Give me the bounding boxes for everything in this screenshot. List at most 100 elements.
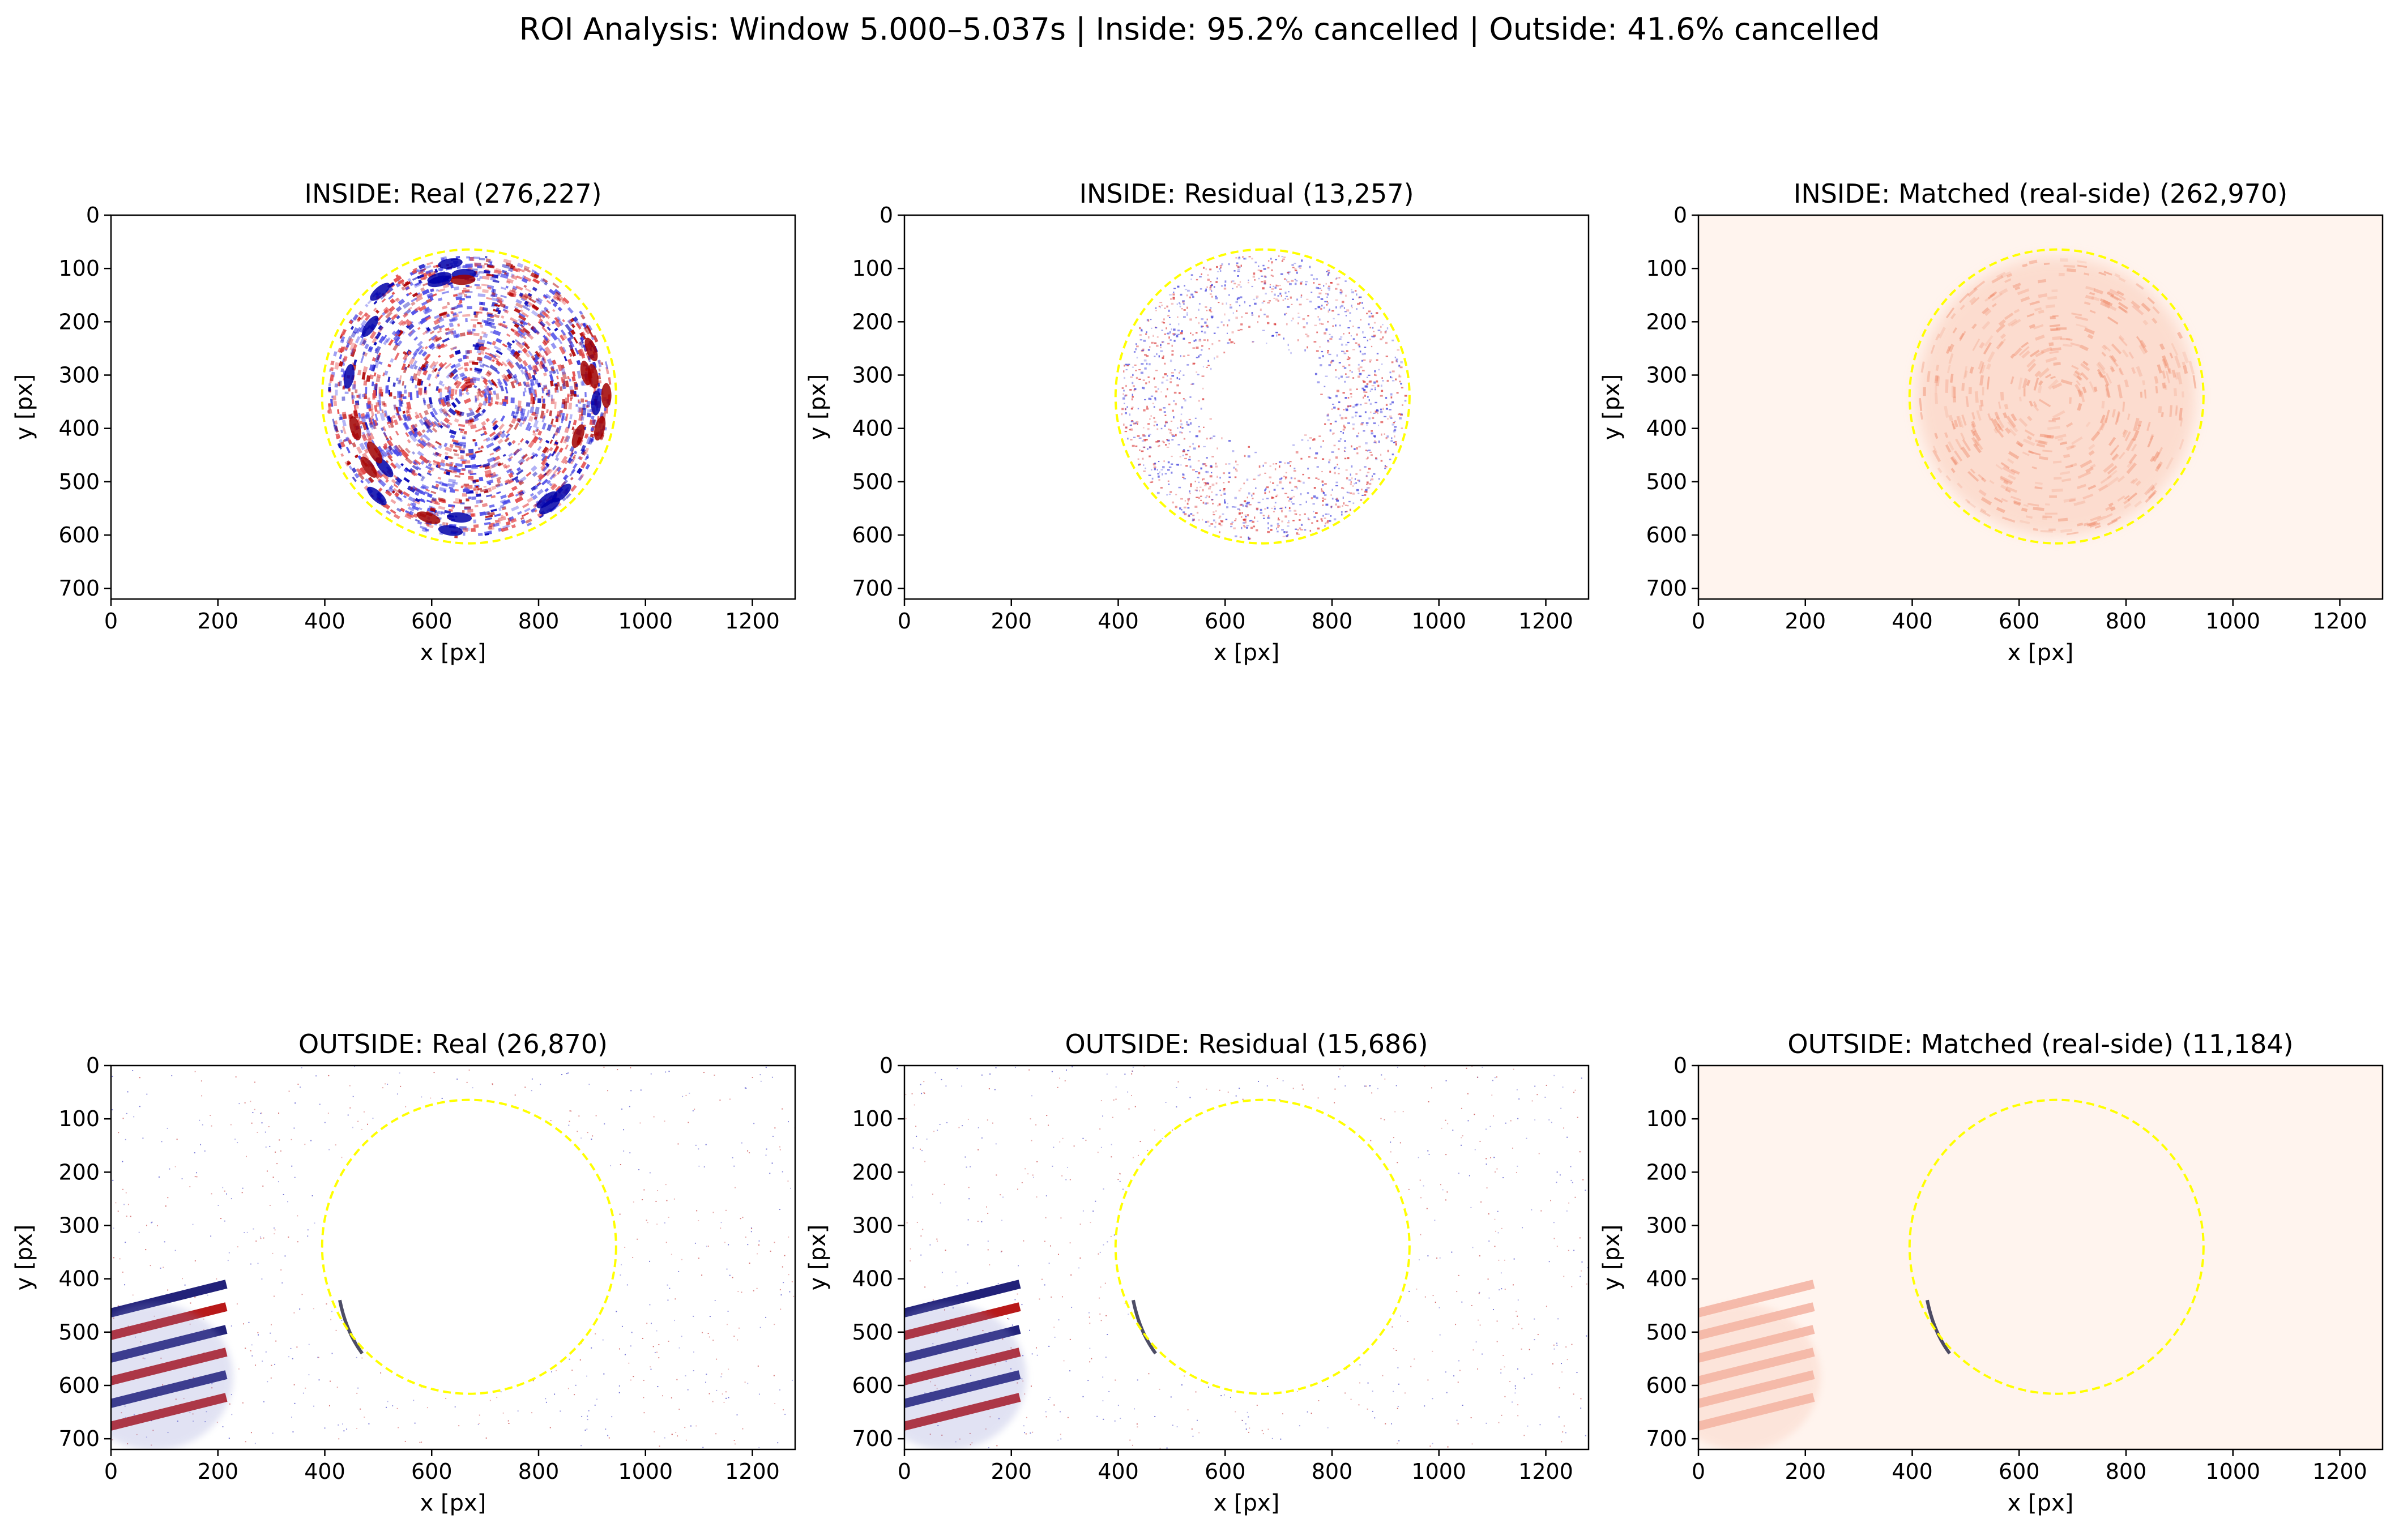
figure-suptitle: ROI Analysis: Window 5.000–5.037s | Insi…	[519, 11, 1880, 47]
outside-matched-ylabel: y [px]	[1599, 1225, 1625, 1291]
outside-real-xlabel: x [px]	[420, 1490, 486, 1516]
inside-matched-ytick-label: 100	[1646, 256, 1687, 281]
inside-matched-roi-circle	[1908, 248, 2205, 545]
outside-matched-roi-circle	[1908, 1098, 2205, 1395]
outside-matched-ytick-label: 200	[1646, 1160, 1687, 1184]
outside-residual-xtick-label: 0	[898, 1459, 911, 1484]
inside-real-axes-frame	[110, 214, 796, 600]
inside-real-ytick-label: 400	[58, 416, 100, 441]
outside-real-ytick-label: 500	[58, 1320, 100, 1345]
inside-residual-xtick-label: 600	[1205, 609, 1246, 634]
inside-matched-xtick-label: 1000	[2205, 609, 2260, 634]
outside-residual-roi-circle	[1114, 1098, 1411, 1395]
inside-matched-xtick-label: 1200	[2312, 609, 2367, 634]
inside-residual-ytick-label: 0	[880, 203, 893, 228]
inside-residual-xtick-label: 200	[991, 609, 1032, 634]
outside-real-ytick-label: 200	[58, 1160, 100, 1184]
outside-real-ytick-label: 400	[58, 1267, 100, 1291]
inside-residual-image	[1121, 255, 1407, 540]
inside-real-xlabel: x [px]	[420, 640, 486, 666]
inside-residual-ytick-label: 500	[852, 469, 893, 494]
inside-real-image	[327, 256, 612, 538]
inside-real-xtick-label: 1000	[618, 609, 673, 634]
inside-matched-image	[1916, 256, 2197, 536]
outside-real-panel: 0 200 400 600 800 1000 1200 0 100 200 300 400 500 600…	[11, 1029, 796, 1516]
inside-matched-ytick-label: 300	[1646, 363, 1687, 388]
inside-real-ytick-label: 200	[58, 309, 100, 334]
inside-matched-ytick-label: 200	[1646, 309, 1687, 334]
outside-real-ytick-label: 100	[58, 1106, 100, 1131]
outside-residual-panel: 0 200 400 600 800 1000 1200 0 100 200 300 400 500 600…	[805, 1029, 1590, 1516]
inside-residual-axes-frame	[903, 214, 1590, 600]
outside-matched-xtick-label: 200	[1785, 1459, 1826, 1484]
inside-residual-ytick-label: 600	[852, 523, 893, 547]
outside-residual-ytick-label: 700	[852, 1426, 893, 1451]
outside-residual-xlabel: x [px]	[1214, 1490, 1280, 1516]
outside-matched-xtick-label: 1000	[2205, 1459, 2260, 1484]
outside-matched-axes-frame	[1697, 1064, 2384, 1451]
outside-residual-ytick-label: 100	[852, 1106, 893, 1131]
inside-residual-ylabel: y [px]	[805, 374, 831, 440]
inside-matched-ylabel: y [px]	[1599, 374, 1625, 440]
outside-real-ylabel: y [px]	[11, 1225, 37, 1291]
outside-residual-xtick-label: 1000	[1411, 1459, 1466, 1484]
outside-matched-ytick-label: 0	[1674, 1053, 1687, 1078]
outside-matched-ytick-label: 700	[1646, 1426, 1687, 1451]
inside-residual-ytick-label: 100	[852, 256, 893, 281]
inside-matched-xlabel: x [px]	[2008, 640, 2074, 666]
inside-matched-ytick-label: 600	[1646, 523, 1687, 547]
inside-real-xtick-label: 400	[304, 609, 345, 634]
inside-real-xtick-label: 600	[411, 609, 453, 634]
inside-real-ytick-label: 600	[58, 523, 100, 547]
inside-matched-ytick-label: 500	[1646, 469, 1687, 494]
inside-real-xtick-label: 0	[104, 609, 118, 634]
outside-real-xtick-label: 1200	[725, 1459, 780, 1484]
outside-real-xtick-label: 600	[411, 1459, 453, 1484]
outside-real-ytick-label: 300	[58, 1213, 100, 1238]
inside-real-title: INSIDE: Real (276,227)	[304, 178, 601, 209]
outside-residual-ylabel: y [px]	[805, 1225, 831, 1291]
inside-matched-ytick-label: 400	[1646, 416, 1687, 441]
inside-real-ytick-label: 500	[58, 469, 100, 494]
outside-residual-image	[904, 1066, 1589, 1449]
outside-real-axes-frame	[110, 1064, 796, 1451]
outside-residual-xtick-label: 800	[1312, 1459, 1353, 1484]
inside-matched-xtick-label: 200	[1785, 609, 1826, 634]
inside-matched-panel: 0 200 400 600 800 1000 1200 0 100 200 300 400 500 600…	[1599, 178, 2384, 666]
outside-matched-ytick-label: 500	[1646, 1320, 1687, 1345]
inside-real-panel: 0 200 400 600 800 1000 1200 0 100 200 300 400 500 600…	[11, 178, 796, 666]
inside-matched-xtick-label: 800	[2106, 609, 2147, 634]
inside-residual-ytick-label: 300	[852, 363, 893, 388]
outside-residual-ytick-label: 0	[880, 1053, 893, 1078]
inside-matched-ytick-label: 700	[1646, 576, 1687, 601]
outside-matched-ytick-label: 400	[1646, 1267, 1687, 1291]
inside-residual-xtick-label: 400	[1098, 609, 1139, 634]
inside-residual-xtick-label: 1000	[1411, 609, 1466, 634]
inside-real-ytick-label: 700	[58, 576, 100, 601]
outside-residual-ytick-label: 300	[852, 1213, 893, 1238]
outside-matched-ytick-label: 300	[1646, 1213, 1687, 1238]
outside-matched-xtick-label: 800	[2106, 1459, 2147, 1484]
outside-real-ytick-label: 0	[86, 1053, 100, 1078]
outside-real-title: OUTSIDE: Real (26,870)	[298, 1029, 608, 1059]
outside-residual-ytick-label: 600	[852, 1373, 893, 1398]
inside-real-xtick-label: 200	[197, 609, 238, 634]
inside-real-ylabel: y [px]	[11, 374, 37, 440]
outside-residual-xtick-label: 200	[991, 1459, 1032, 1484]
outside-real-xtick-label: 200	[197, 1459, 238, 1484]
outside-matched-ytick-label: 100	[1646, 1106, 1687, 1131]
outside-real-xtick-label: 0	[104, 1459, 118, 1484]
inside-real-ytick-label: 0	[86, 203, 100, 228]
inside-real-xtick-label: 1200	[725, 609, 780, 634]
outside-matched-panel: 0 200 400 600 800 1000 1200 0 100 200 300 400 500 600…	[1599, 1029, 2384, 1516]
inside-real-ytick-label: 300	[58, 363, 100, 388]
outside-matched-xtick-label: 400	[1892, 1459, 1933, 1484]
outside-residual-ytick-label: 400	[852, 1267, 893, 1291]
inside-residual-panel: 0 200 400 600 800 1000 1200 0 100 200 300 400 500 600…	[805, 178, 1590, 666]
inside-residual-xtick-label: 800	[1312, 609, 1353, 634]
inside-real-roi-circle	[321, 248, 617, 545]
outside-residual-ytick-label: 200	[852, 1160, 893, 1184]
outside-real-ytick-label: 700	[58, 1426, 100, 1451]
inside-residual-title: INSIDE: Residual (13,257)	[1079, 178, 1414, 209]
